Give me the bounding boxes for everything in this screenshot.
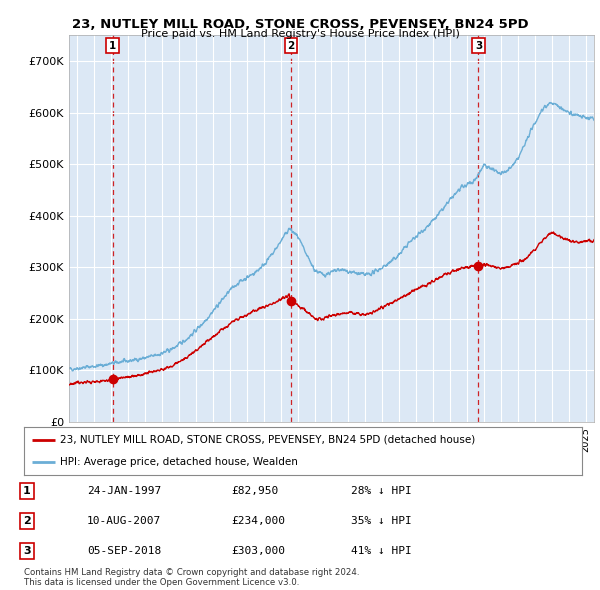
Text: 28% ↓ HPI: 28% ↓ HPI	[351, 486, 412, 496]
Text: 24-JAN-1997: 24-JAN-1997	[87, 486, 161, 496]
Text: 10-AUG-2007: 10-AUG-2007	[87, 516, 161, 526]
Text: 2: 2	[23, 516, 31, 526]
Text: Contains HM Land Registry data © Crown copyright and database right 2024.
This d: Contains HM Land Registry data © Crown c…	[24, 568, 359, 587]
Text: 3: 3	[475, 41, 482, 51]
Text: 1: 1	[23, 486, 31, 496]
Text: 1: 1	[109, 41, 116, 51]
Text: Price paid vs. HM Land Registry's House Price Index (HPI): Price paid vs. HM Land Registry's House …	[140, 29, 460, 39]
Text: 23, NUTLEY MILL ROAD, STONE CROSS, PEVENSEY, BN24 5PD (detached house): 23, NUTLEY MILL ROAD, STONE CROSS, PEVEN…	[60, 435, 476, 445]
Text: 2: 2	[287, 41, 295, 51]
Text: 35% ↓ HPI: 35% ↓ HPI	[351, 516, 412, 526]
Text: £303,000: £303,000	[231, 546, 285, 556]
Text: 05-SEP-2018: 05-SEP-2018	[87, 546, 161, 556]
Text: 23, NUTLEY MILL ROAD, STONE CROSS, PEVENSEY, BN24 5PD: 23, NUTLEY MILL ROAD, STONE CROSS, PEVEN…	[71, 18, 529, 31]
Text: HPI: Average price, detached house, Wealden: HPI: Average price, detached house, Weal…	[60, 457, 298, 467]
Text: 3: 3	[23, 546, 31, 556]
Text: £82,950: £82,950	[231, 486, 278, 496]
Text: 41% ↓ HPI: 41% ↓ HPI	[351, 546, 412, 556]
Text: £234,000: £234,000	[231, 516, 285, 526]
